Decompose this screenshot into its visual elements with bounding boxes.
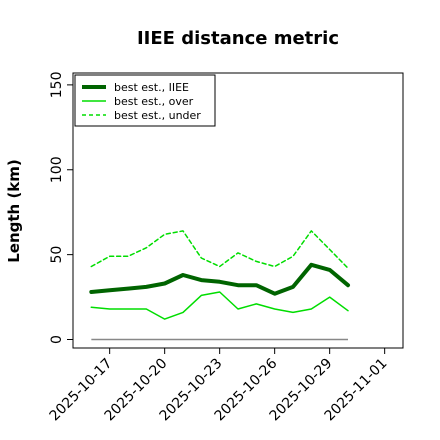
series-line-best-est-iiee xyxy=(89,262,350,296)
y-axis: 0 50 100 150 xyxy=(49,72,73,344)
legend-label-iiee: best est., IIEE xyxy=(114,81,189,94)
y-tick-label: 0 xyxy=(49,335,65,344)
legend-label-over: best est., over xyxy=(114,95,194,108)
chart-title: IIEE distance metric xyxy=(137,28,339,49)
legend: best est., IIEE best est., over best est… xyxy=(74,74,216,127)
series-layer xyxy=(89,230,350,320)
y-tick-label: 100 xyxy=(49,156,65,183)
plot-frame xyxy=(72,72,404,349)
legend-label-under: best est., under xyxy=(114,109,201,122)
series-line-best-est-under xyxy=(90,230,349,269)
x-axis: 2025-10-172025-10-202025-10-232025-10-26… xyxy=(47,348,390,424)
y-axis-label: Length (km) xyxy=(5,159,23,263)
y-tick-label: 150 xyxy=(49,72,65,99)
series-line-best-est-over xyxy=(90,291,349,320)
y-tick-label: 50 xyxy=(49,246,65,264)
